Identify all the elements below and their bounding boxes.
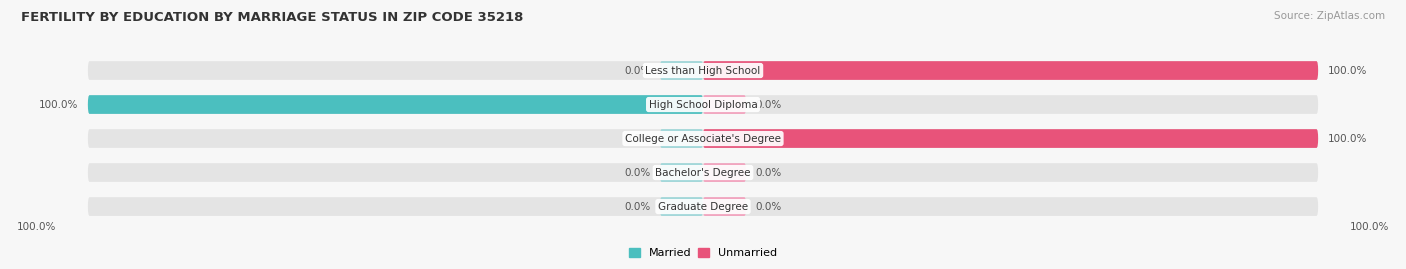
FancyBboxPatch shape	[87, 163, 1319, 182]
FancyBboxPatch shape	[87, 95, 1319, 114]
Text: 100.0%: 100.0%	[17, 222, 56, 232]
Text: 0.0%: 0.0%	[624, 66, 651, 76]
FancyBboxPatch shape	[87, 61, 1319, 80]
Text: 0.0%: 0.0%	[755, 100, 782, 109]
Text: Graduate Degree: Graduate Degree	[658, 201, 748, 211]
FancyBboxPatch shape	[659, 163, 703, 182]
FancyBboxPatch shape	[703, 95, 747, 114]
Text: 100.0%: 100.0%	[1350, 222, 1389, 232]
Text: 0.0%: 0.0%	[755, 168, 782, 178]
Text: Bachelor's Degree: Bachelor's Degree	[655, 168, 751, 178]
FancyBboxPatch shape	[703, 129, 1319, 148]
Text: 0.0%: 0.0%	[624, 133, 651, 144]
Text: Source: ZipAtlas.com: Source: ZipAtlas.com	[1274, 11, 1385, 21]
FancyBboxPatch shape	[659, 61, 703, 80]
Text: 100.0%: 100.0%	[1327, 66, 1367, 76]
FancyBboxPatch shape	[87, 95, 703, 114]
Text: College or Associate's Degree: College or Associate's Degree	[626, 133, 780, 144]
FancyBboxPatch shape	[703, 61, 1319, 80]
Text: 0.0%: 0.0%	[624, 168, 651, 178]
Text: 0.0%: 0.0%	[624, 201, 651, 211]
Text: 100.0%: 100.0%	[39, 100, 79, 109]
FancyBboxPatch shape	[87, 197, 1319, 216]
FancyBboxPatch shape	[659, 197, 703, 216]
Text: 0.0%: 0.0%	[755, 201, 782, 211]
FancyBboxPatch shape	[87, 129, 1319, 148]
Legend: Married, Unmarried: Married, Unmarried	[624, 243, 782, 263]
Text: 100.0%: 100.0%	[1327, 133, 1367, 144]
FancyBboxPatch shape	[703, 197, 747, 216]
FancyBboxPatch shape	[703, 163, 747, 182]
Text: High School Diploma: High School Diploma	[648, 100, 758, 109]
Text: FERTILITY BY EDUCATION BY MARRIAGE STATUS IN ZIP CODE 35218: FERTILITY BY EDUCATION BY MARRIAGE STATU…	[21, 11, 523, 24]
Text: Less than High School: Less than High School	[645, 66, 761, 76]
FancyBboxPatch shape	[659, 129, 703, 148]
